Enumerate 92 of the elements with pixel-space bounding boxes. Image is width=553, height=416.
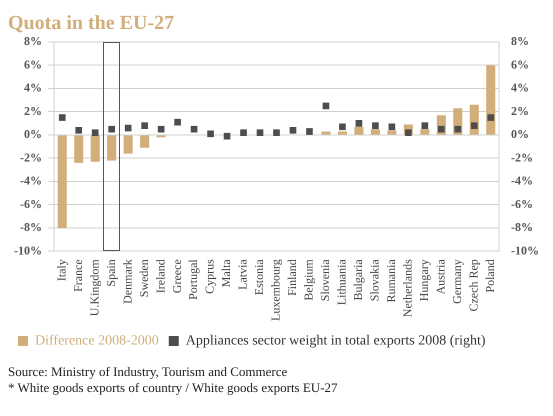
x-tick-label: Belgium	[302, 258, 316, 301]
bar	[140, 135, 150, 148]
point	[487, 114, 494, 121]
bar	[387, 130, 396, 134]
point	[240, 129, 247, 136]
x-tick-label: Poland	[482, 259, 497, 293]
x-tick-label: Austria	[433, 258, 448, 295]
x-tick-label: Bulgaria	[351, 258, 366, 301]
x-tick-label: Luxembourg	[268, 259, 283, 322]
y2-tick-label: -2%	[511, 150, 534, 164]
y2-tick-label: 2%	[511, 104, 530, 118]
y2-tick-label: -6%	[511, 196, 534, 211]
y-tick-label: 4%	[24, 80, 42, 95]
point	[174, 118, 181, 126]
x-tick-label: Slovenia	[318, 258, 332, 302]
x-tick-label: Finland	[285, 259, 300, 296]
bar	[107, 135, 116, 161]
legend-label: Appliances sector weight in total exports 2008 (right)	[186, 334, 486, 349]
x-tick-label: Rumania	[384, 258, 398, 303]
point	[290, 127, 296, 134]
x-tick-label: Italy	[54, 259, 68, 282]
chart-title: Quota in the EU-27	[8, 12, 174, 34]
y-tick-label: 8%	[24, 34, 42, 48]
bar	[321, 132, 330, 134]
point	[158, 126, 164, 133]
x-tick-label: Hungary	[416, 259, 431, 302]
point	[190, 126, 198, 133]
bar	[74, 135, 84, 163]
point	[454, 126, 462, 133]
bar	[354, 126, 364, 134]
bar	[338, 132, 347, 134]
x-tick-label: Estonia	[252, 258, 266, 296]
bar	[486, 65, 496, 134]
point	[356, 120, 362, 127]
y-tick-label: 6%	[24, 57, 42, 72]
x-tick-label: Sweden	[136, 259, 151, 298]
point	[108, 126, 116, 133]
x-tick-label: Greece	[170, 259, 184, 294]
x-tick-label: Malta	[219, 258, 234, 288]
text: * White goods exports of country / White goods exports EU-27	[8, 380, 339, 396]
x-tick-label: Cyprus	[202, 258, 217, 294]
x-tick-label: Denmark	[120, 259, 134, 304]
y2-tick-label: -10%	[511, 243, 540, 258]
legend-label: Difference 2008-2000	[35, 334, 159, 349]
y2-tick-label: 6%	[511, 57, 530, 72]
x-tick-label: Lithuania	[334, 258, 349, 306]
point	[207, 130, 214, 138]
y-tick-label: -6%	[20, 196, 42, 211]
y-tick-label: -2%	[20, 150, 42, 164]
x-tick-label: Czech Rep	[466, 259, 480, 312]
point	[322, 102, 330, 110]
y-tick-label: -10%	[14, 243, 42, 258]
x-tick-label: Netherlands	[400, 258, 415, 318]
point	[405, 129, 412, 136]
x-tick-label: Germany	[450, 259, 464, 304]
point	[470, 122, 478, 130]
x-tick-label: Slovakia	[368, 258, 382, 302]
point	[124, 124, 132, 132]
bar	[370, 129, 380, 134]
bar	[90, 135, 100, 162]
x-tick-label: Latvia	[236, 258, 250, 290]
x-tick-label: Spain	[104, 259, 118, 287]
y2-tick-label: -4%	[511, 174, 534, 188]
y-tick-label: 0%	[24, 127, 42, 142]
y2-tick-label: 8%	[511, 34, 530, 48]
point	[422, 122, 428, 130]
point	[388, 124, 396, 130]
point	[75, 127, 82, 134]
x-tick-label: France	[70, 259, 85, 292]
y2-tick-label: -8%	[511, 220, 534, 234]
point	[339, 124, 346, 130]
x-tick-label: Portugal	[186, 258, 200, 300]
point	[306, 128, 313, 135]
y-tick-label: -8%	[20, 220, 42, 234]
point	[372, 122, 379, 130]
point	[273, 129, 280, 136]
y2-tick-label: 0%	[511, 127, 530, 142]
source-note: Source: Ministry of Industry, Tourism and Commerce	[8, 364, 288, 380]
bar	[420, 129, 430, 134]
point	[92, 129, 99, 136]
x-tick-label: U.Kingdom	[87, 258, 102, 316]
y-tick-label: -4%	[20, 174, 42, 188]
bar	[58, 135, 67, 228]
point	[438, 126, 445, 133]
bar	[124, 135, 133, 154]
y2-tick-label: 4%	[511, 80, 530, 95]
point	[224, 132, 230, 140]
y-tick-label: 2%	[24, 104, 42, 118]
point	[141, 122, 148, 130]
point	[58, 114, 66, 121]
x-tick-label: Ireland	[153, 259, 168, 294]
point	[256, 129, 264, 136]
